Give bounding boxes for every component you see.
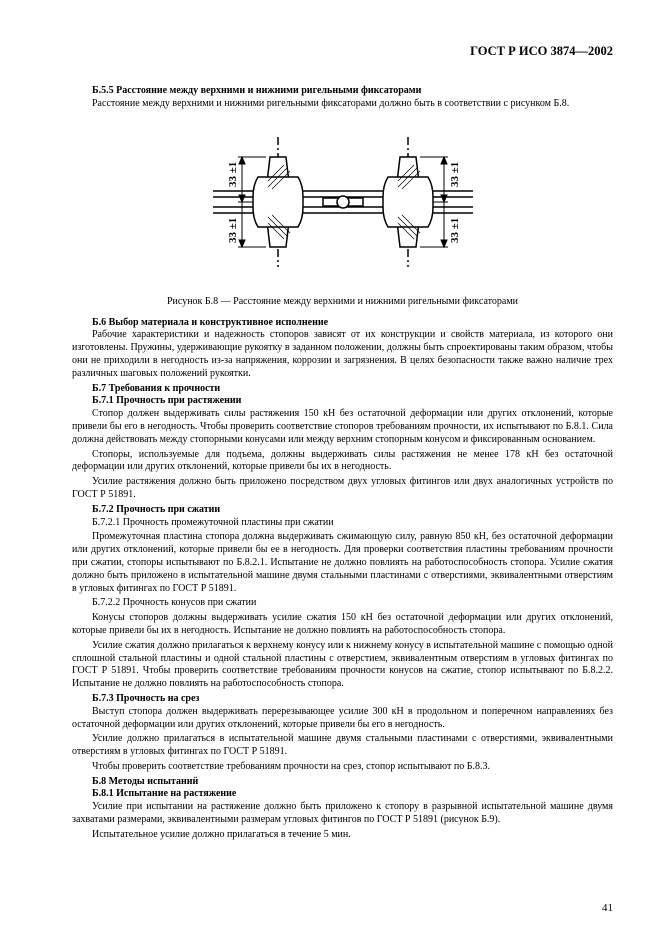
section-b71-title: Б.7.1 Прочность при растяжении	[72, 395, 613, 408]
section-b6-p1: Рабочие характеристики и надежность стоп…	[72, 329, 613, 380]
section-b73-title: Б.7.3 Прочность на срез	[72, 693, 613, 706]
section-b73-p1: Выступ стопора должен выдерживать перере…	[72, 706, 613, 732]
section-b722-p2: Усилие сжатия должно прилагаться к верхн…	[72, 640, 613, 691]
section-b55-title: Б.5.5 Расстояние между верхними и нижним…	[72, 85, 613, 98]
section-b71-p2: Стопоры, используемые для подъема, должн…	[72, 449, 613, 475]
page-number: 41	[602, 902, 613, 914]
dim-label-br: 33 ±1	[449, 217, 461, 242]
figure-b8-caption: Рисунок Б.8 — Расстояние между верхними …	[72, 296, 613, 307]
section-b81-title: Б.8.1 Испытание на растяжение	[72, 788, 613, 801]
dim-label-bl: 33 ±1	[227, 217, 239, 242]
section-b721-label: Б.7.2.1 Прочность промежуточной пластины…	[72, 517, 613, 530]
section-b55-p1: Расстояние между верхними и нижними риге…	[72, 98, 613, 111]
section-b81-p1: Усилие при испытании на растяжение должн…	[72, 801, 613, 827]
section-b8-title: Б.8 Методы испытаний	[72, 776, 613, 789]
section-b71-p3: Усилие растяжения должно быть приложено …	[72, 476, 613, 502]
section-b722-label: Б.7.2.2 Прочность конусов при сжатии	[72, 597, 613, 610]
section-b6-title: Б.6 Выбор материала и конструктивное исп…	[72, 317, 613, 330]
section-b71-p1: Стопор должен выдерживать силы растяжени…	[72, 408, 613, 446]
section-b722-p1: Конусы стопоров должны выдерживать усили…	[72, 612, 613, 638]
section-b73-p3: Чтобы проверить соответствие требованиям…	[72, 761, 613, 774]
section-b81-p2: Испытательное усилие должно прилагаться …	[72, 829, 613, 842]
dim-label-tl: 33 ±1	[227, 161, 239, 186]
section-b7-title: Б.7 Требования к прочности	[72, 383, 613, 396]
doc-id: ГОСТ Р ИСО 3874—2002	[72, 44, 613, 59]
section-b73-p2: Усилие должно прилагаться в испытательно…	[72, 733, 613, 759]
section-b721-p1: Промежуточная пластина стопора должна вы…	[72, 531, 613, 595]
page: ГОСТ Р ИСО 3874—2002 Б.5.5 Расстояние ме…	[0, 0, 661, 936]
figure-b8: 33 ±1 33 ±1 33 ±1 33 ±1	[72, 117, 613, 292]
section-b72-title: Б.7.2 Прочность при сжатии	[72, 504, 613, 517]
dim-label-tr: 33 ±1	[449, 161, 461, 186]
